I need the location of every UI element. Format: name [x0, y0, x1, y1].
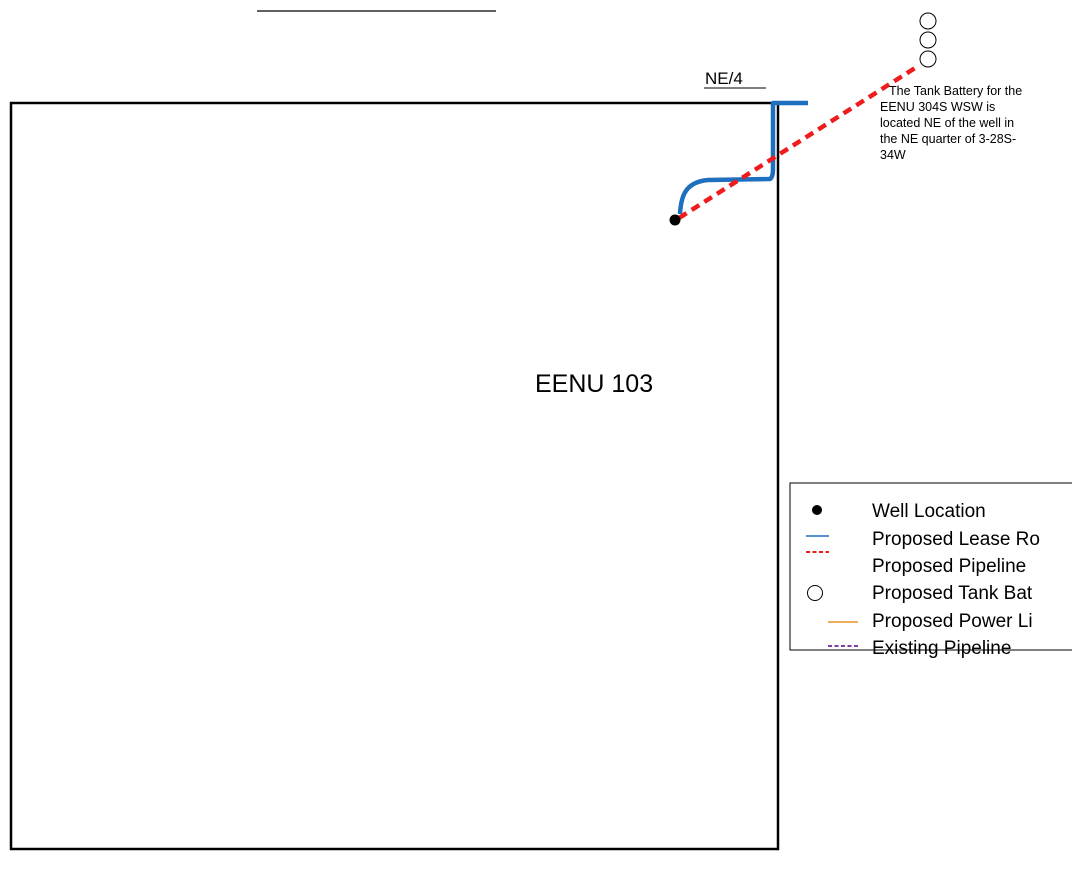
legend-label-pipeline: Proposed Pipeline — [872, 556, 1026, 577]
well-location-marker — [669, 214, 681, 226]
legend: Well Location Proposed Lease Ro Proposed… — [789, 482, 1072, 659]
tank-battery-note: The Tank Battery for the EENU 304S WSW i… — [880, 84, 1022, 162]
note-line: The Tank Battery for the — [889, 84, 1022, 98]
legend-label-tank-battery: Proposed Tank Bat — [872, 583, 1033, 604]
tank-battery — [919, 12, 937, 68]
tract-boundary — [9, 101, 780, 851]
circle-icon — [807, 585, 823, 601]
well-dot-icon — [812, 505, 822, 515]
legend-label-existing-pipeline: Existing Pipeline — [872, 638, 1011, 659]
note-line: the NE quarter of 3-28S- — [880, 132, 1016, 146]
legend-label-power-line: Proposed Power Li — [872, 611, 1033, 632]
quarter-label: NE/4 — [705, 69, 743, 88]
legend-label-well: Well Location — [872, 501, 986, 522]
note-line: EENU 304S WSW is — [880, 100, 995, 114]
proposed-pipeline — [677, 66, 917, 220]
legend-label-lease-road: Proposed Lease Ro — [872, 529, 1040, 550]
tank-circle — [919, 31, 937, 49]
note-line: located NE of the well in — [880, 116, 1014, 130]
tank-circle — [919, 12, 937, 30]
tank-circle — [919, 50, 937, 68]
proposed-lease-road — [677, 100, 808, 215]
note-line: 34W — [880, 148, 906, 162]
tract-name: EENU 103 — [535, 370, 653, 398]
